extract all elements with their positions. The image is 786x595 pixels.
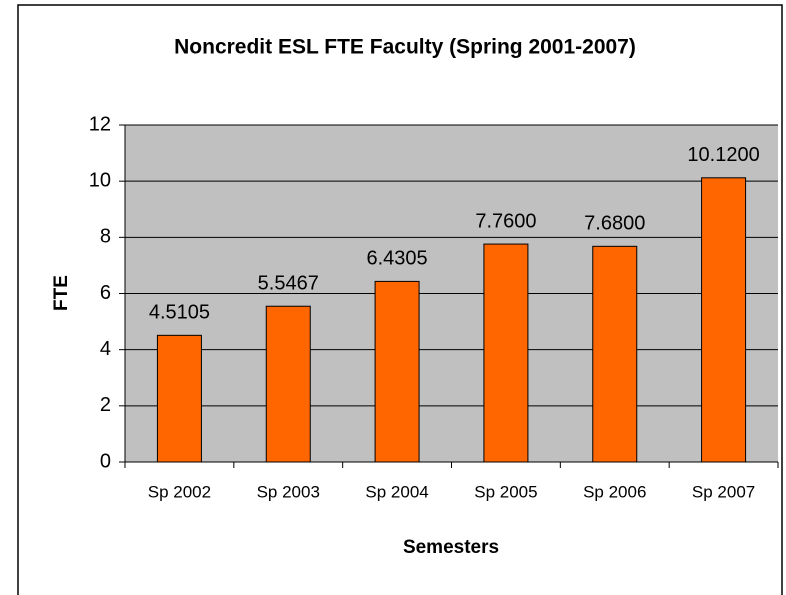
data-label: 5.5467 [258, 273, 319, 295]
x-tick-label: Sp 2005 [474, 482, 537, 501]
x-tick-label: Sp 2004 [365, 482, 428, 501]
bar [156, 334, 202, 463]
data-label: 10.1200 [687, 144, 759, 166]
y-axis-title: FTE [51, 275, 72, 311]
data-label: 7.7600 [475, 210, 536, 232]
x-tick-label: Sp 2007 [692, 482, 755, 501]
chart-title: Noncredit ESL FTE Faculty (Spring 2001-2… [174, 36, 636, 59]
bar [701, 177, 747, 463]
data-label: 7.6800 [584, 213, 645, 235]
x-axis-title: Semesters [403, 537, 499, 558]
data-label: 6.4305 [366, 248, 427, 270]
y-tick-label: 4 [100, 338, 111, 360]
bar [374, 280, 420, 463]
x-tick-label: Sp 2003 [257, 482, 320, 501]
y-tick-label: 6 [100, 282, 111, 304]
y-tick-label: 12 [89, 113, 111, 135]
x-tick-label: Sp 2006 [583, 482, 646, 501]
y-tick-label: 2 [100, 394, 111, 416]
bar [592, 245, 638, 463]
y-tick-label: 8 [100, 226, 111, 248]
data-label: 4.5105 [149, 302, 210, 324]
y-tick-label: 0 [100, 450, 111, 472]
bar [265, 305, 311, 463]
x-tick-label: Sp 2002 [148, 482, 211, 501]
y-tick-label: 10 [89, 169, 111, 191]
bar [483, 243, 529, 463]
